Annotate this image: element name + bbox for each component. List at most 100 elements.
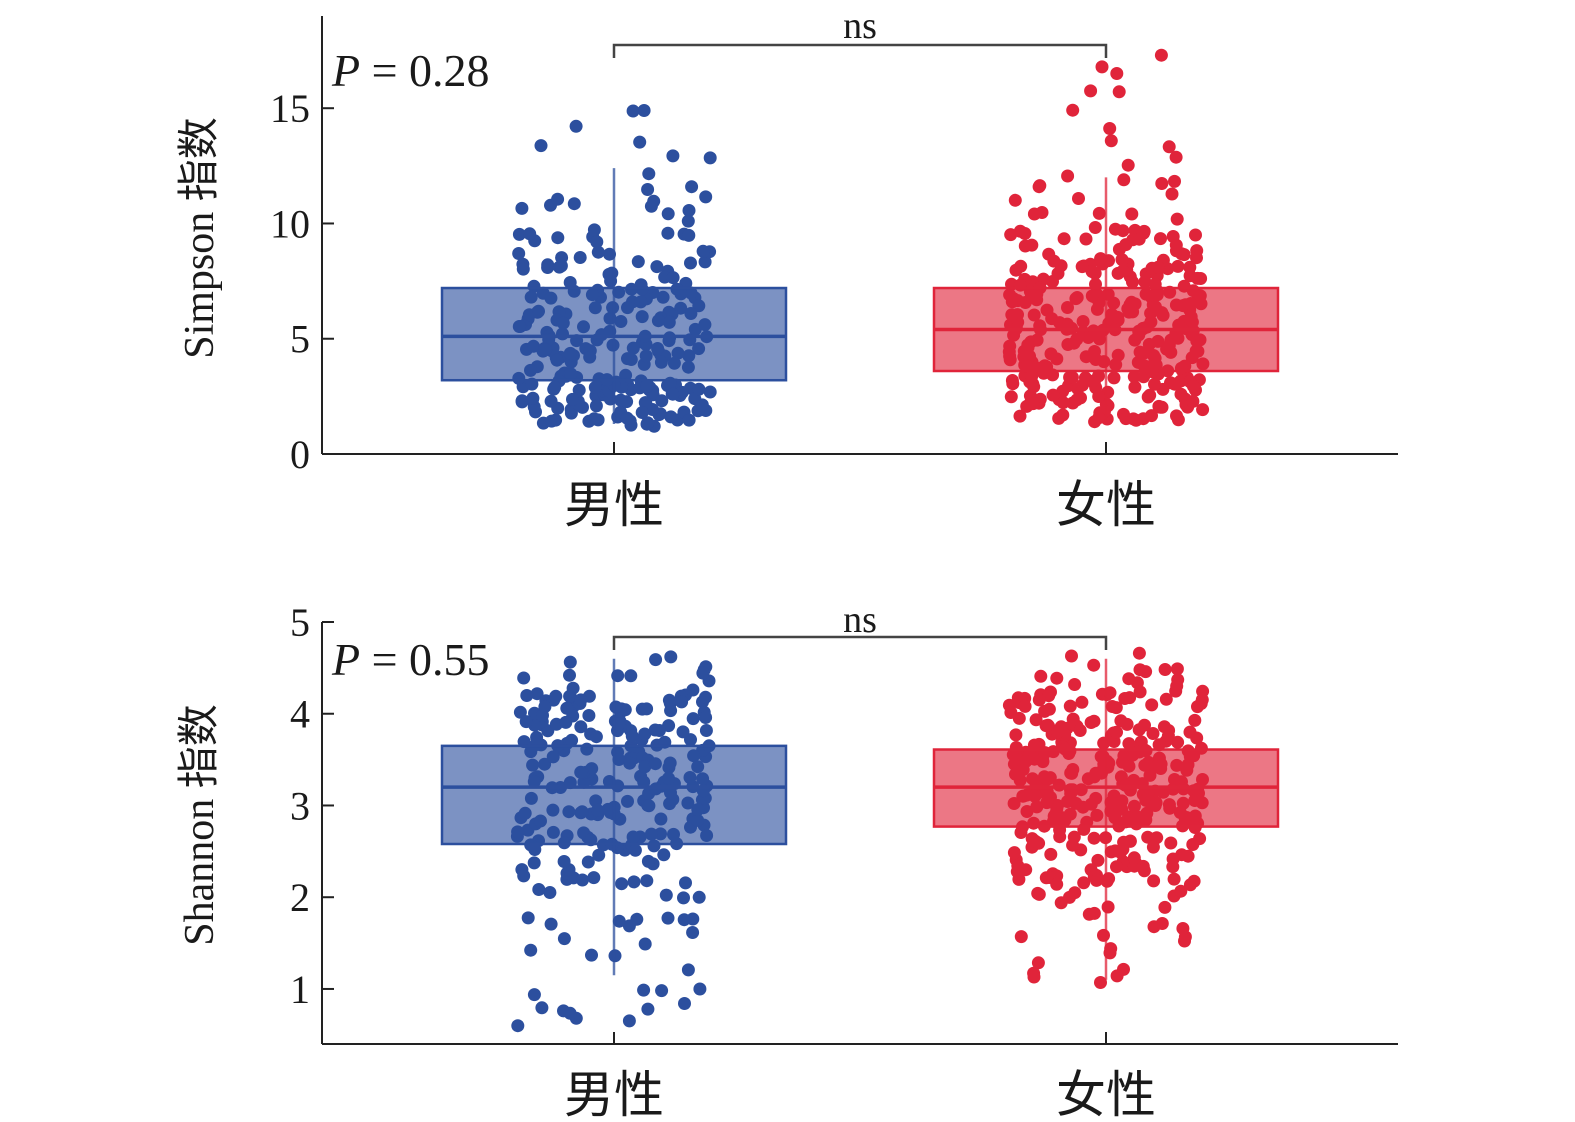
- data-point: [1127, 370, 1141, 384]
- data-point: [512, 227, 526, 241]
- data-point: [681, 963, 695, 977]
- significance-label: ns: [843, 599, 877, 641]
- data-point: [515, 201, 529, 215]
- data-point: [1007, 846, 1021, 860]
- data-point: [1068, 886, 1082, 900]
- data-point: [1057, 232, 1071, 246]
- data-point: [685, 180, 699, 194]
- data-point: [661, 207, 675, 221]
- p-value-number: = 0.28: [360, 45, 489, 96]
- data-point: [527, 988, 541, 1002]
- data-point: [1087, 658, 1101, 672]
- data-point: [1138, 718, 1151, 732]
- data-point: [1052, 411, 1066, 425]
- data-point: [1032, 836, 1046, 850]
- data-point: [1061, 169, 1075, 183]
- data-point: [538, 700, 552, 714]
- data-point: [622, 1014, 636, 1028]
- data-point: [551, 231, 565, 245]
- data-point: [1046, 388, 1060, 402]
- data-point: [1101, 900, 1115, 914]
- data-point: [655, 984, 669, 998]
- data-point: [1025, 238, 1039, 252]
- data-point: [657, 848, 671, 862]
- shannon-panel: 1 2 3 4 5 男性 女性 Shannon 指数 P = 0.55 ns: [177, 599, 1398, 1122]
- data-point: [666, 149, 680, 163]
- data-point: [696, 666, 710, 680]
- data-point: [557, 855, 571, 868]
- data-point: [662, 693, 676, 707]
- data-point: [1126, 412, 1140, 426]
- data-point: [588, 380, 602, 394]
- data-point: [1168, 377, 1182, 391]
- data-point: [1171, 259, 1185, 273]
- y-tick-label: 10: [270, 201, 310, 246]
- data-point: [622, 919, 636, 933]
- data-point: [1065, 649, 1078, 663]
- data-point: [1104, 134, 1118, 148]
- data-point: [1091, 853, 1105, 867]
- data-point: [648, 723, 662, 737]
- data-point: [1117, 835, 1131, 849]
- data-point: [544, 917, 558, 931]
- data-point: [523, 227, 537, 241]
- data-point: [1169, 150, 1183, 164]
- data-point: [1027, 970, 1041, 984]
- data-point: [1158, 663, 1172, 676]
- data-point: [548, 380, 562, 394]
- data-point: [1084, 84, 1098, 98]
- data-point: [1056, 396, 1070, 410]
- data-point: [1122, 737, 1136, 751]
- data-point: [1010, 865, 1024, 879]
- data-point: [682, 413, 696, 427]
- data-point: [640, 702, 654, 716]
- data-point: [644, 199, 658, 213]
- significance-bracket: [612, 635, 1108, 650]
- data-point: [520, 689, 534, 702]
- data-point: [1115, 253, 1129, 267]
- data-point: [526, 391, 540, 405]
- data-point: [649, 653, 663, 667]
- x-tick-label: 男性: [564, 477, 664, 533]
- data-point: [679, 876, 692, 890]
- data-point: [1154, 400, 1167, 414]
- data-point: [1171, 735, 1185, 749]
- data-point: [682, 228, 696, 242]
- p-value-label: P = 0.55: [331, 634, 490, 685]
- data-point: [624, 669, 638, 683]
- data-point: [664, 410, 678, 424]
- data-point: [638, 727, 652, 741]
- data-point: [1082, 907, 1096, 921]
- data-point: [699, 724, 713, 737]
- data-point: [1170, 662, 1184, 676]
- data-point: [1032, 693, 1046, 707]
- data-point: [1008, 193, 1022, 207]
- data-point: [1004, 228, 1018, 242]
- box-male: [440, 286, 788, 382]
- data-point: [699, 690, 712, 704]
- data-point: [640, 874, 654, 888]
- data-point: [513, 705, 527, 719]
- data-point: [1112, 85, 1126, 99]
- data-point: [543, 886, 557, 899]
- data-point: [1114, 714, 1128, 728]
- significance-bracket: [612, 43, 1108, 58]
- data-point: [1132, 232, 1146, 246]
- data-point: [534, 139, 548, 153]
- data-point: [1168, 174, 1181, 188]
- data-point: [1194, 272, 1208, 285]
- data-point: [1092, 206, 1106, 220]
- data-point: [1196, 403, 1210, 417]
- data-point: [1014, 259, 1028, 273]
- data-point: [1143, 388, 1157, 402]
- data-point: [1087, 831, 1101, 845]
- data-point: [1041, 718, 1055, 732]
- data-point: [625, 729, 639, 743]
- data-point: [1077, 876, 1091, 890]
- data-point: [575, 873, 589, 887]
- data-point: [1188, 713, 1202, 727]
- data-point: [1035, 206, 1049, 219]
- data-point: [1158, 900, 1172, 914]
- data-point: [563, 276, 577, 289]
- data-point: [1151, 260, 1165, 274]
